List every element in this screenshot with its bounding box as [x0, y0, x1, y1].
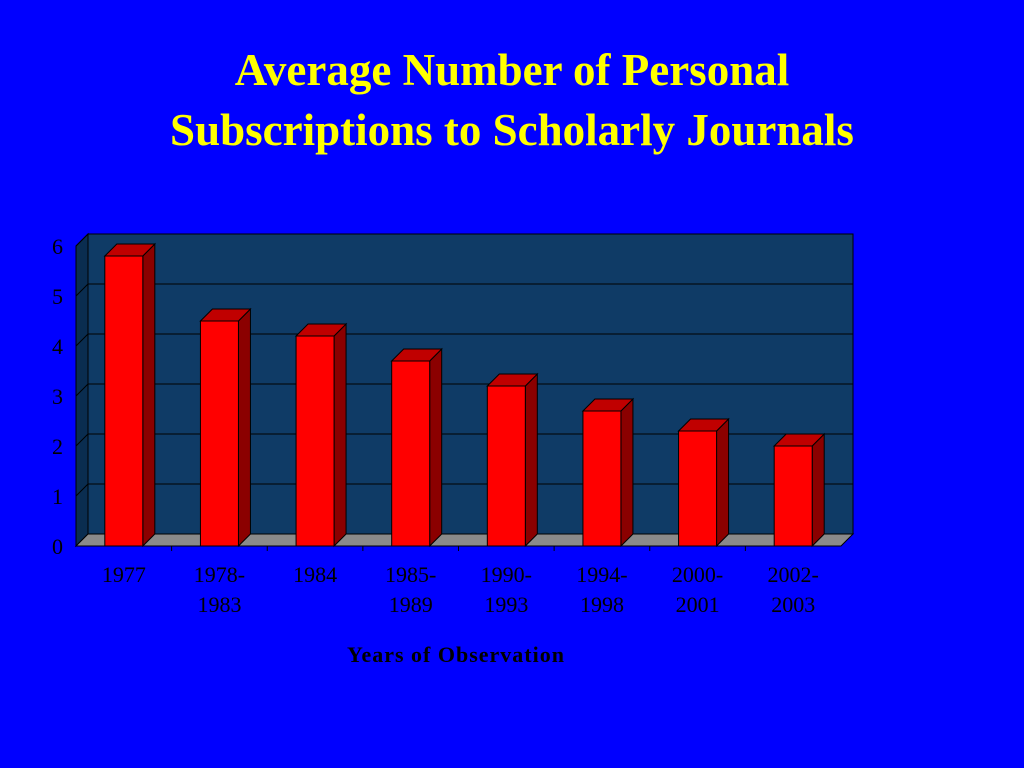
gridline-wall [75, 233, 89, 247]
plot-floor [74, 533, 855, 547]
y-tick-label: 3 [52, 384, 63, 409]
gridline-wall [75, 283, 89, 297]
bar-front [678, 430, 718, 547]
bar-side [142, 242, 156, 548]
bar [581, 397, 635, 548]
x-tick-label-line: 1983 [197, 592, 241, 617]
bar [772, 432, 826, 548]
gridline-wall [75, 383, 89, 397]
bar-front [199, 320, 239, 547]
x-tick-label: 2002- 2003 [768, 562, 819, 617]
x-tick-label-line: 1989 [389, 592, 433, 617]
x-tick-label-line: 2002- [768, 562, 819, 587]
x-tick-label-line: 1984 [293, 562, 337, 587]
x-tick-label: 1994- 1998 [576, 562, 627, 617]
bars [103, 242, 826, 548]
x-tick-label-line: 1990- [481, 562, 532, 587]
x-tick-label: 2000- 2001 [672, 562, 723, 617]
plot-area [74, 232, 855, 551]
x-tick-label-line: 1977 [102, 562, 146, 587]
bar-front [773, 445, 813, 547]
x-tick-label: 1990- 1993 [481, 562, 532, 617]
bar [390, 347, 443, 548]
x-tick-label: 1985- 1989 [385, 562, 436, 617]
y-tick-label: 4 [52, 334, 63, 359]
y-tick-label: 6 [52, 234, 63, 259]
bar-front [486, 385, 526, 547]
y-tick-label: 0 [52, 534, 63, 559]
bar-front [391, 360, 431, 547]
bar-side [811, 432, 825, 548]
x-tick-label-line: 2003 [771, 592, 815, 617]
y-tick-label: 2 [52, 434, 63, 459]
x-tick-label: 1978- 1983 [194, 562, 245, 617]
bar-side [620, 397, 634, 548]
x-tick-label-line: 1994- [576, 562, 627, 587]
bar-side [429, 347, 443, 548]
x-tick-label-line: 2001 [676, 592, 720, 617]
chart-title: Average Number of Personal Subscriptions… [0, 40, 1024, 160]
gridline-wall [75, 333, 89, 347]
bar-side [237, 307, 251, 548]
bar-side [333, 322, 347, 548]
x-tick-label-line: 1998 [580, 592, 624, 617]
x-tick-label-line: 1985- [385, 562, 436, 587]
x-tick-label: 1984 [293, 562, 337, 587]
bar-side [716, 417, 730, 548]
x-tick-label: 1977 [102, 562, 146, 587]
bar-front [582, 410, 622, 547]
x-tick-label-line: 2000- [672, 562, 723, 587]
gridline-wall [75, 433, 89, 447]
bar [677, 417, 730, 548]
gridline-wall [75, 483, 89, 497]
bar-front [104, 255, 144, 547]
x-axis-title: Years of Observation [347, 642, 565, 667]
bar [103, 242, 157, 548]
chart-title-line-1: Average Number of Personal [234, 45, 790, 95]
bar-front [295, 335, 335, 547]
bar [199, 307, 252, 548]
x-tick-label-line: 1978- [194, 562, 245, 587]
y-tick-label: 1 [52, 484, 63, 509]
bar-side [524, 372, 538, 548]
bar [294, 322, 348, 548]
x-tick-label-line: 1993 [484, 592, 528, 617]
bar [486, 372, 539, 548]
chart-title-line-2: Subscriptions to Scholarly Journals [170, 105, 854, 155]
y-tick-label: 5 [52, 284, 63, 309]
